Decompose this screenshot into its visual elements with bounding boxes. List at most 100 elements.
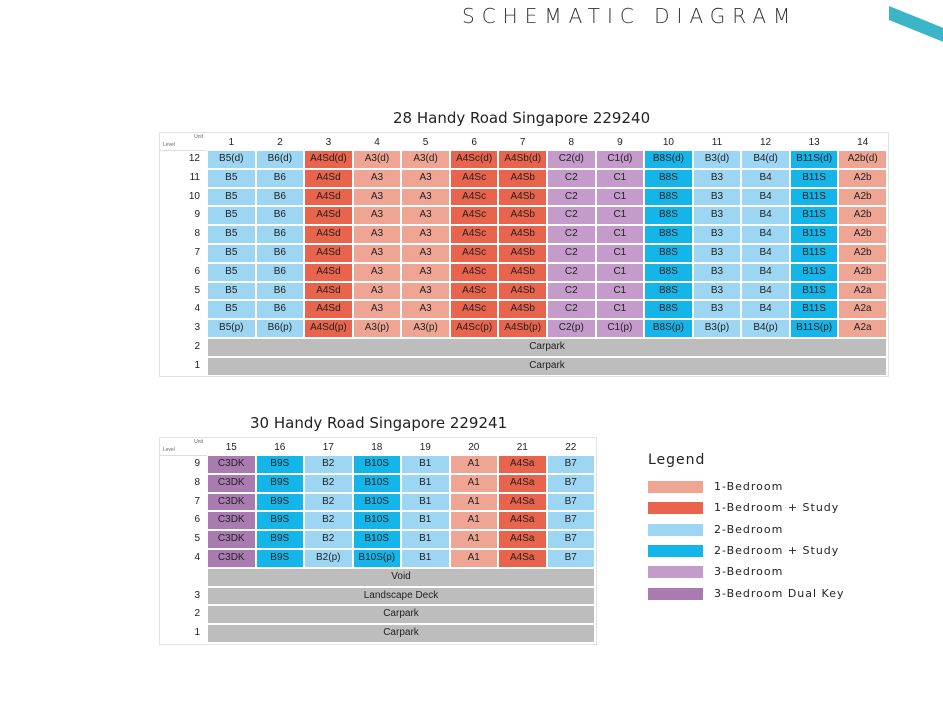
unit-number: 12 bbox=[760, 137, 772, 148]
unit-cell: A4Sc bbox=[450, 245, 498, 262]
unit-cell: B6 bbox=[256, 282, 304, 300]
unit-cell: C1 bbox=[596, 188, 644, 206]
unit-cell: B11S bbox=[790, 207, 838, 225]
unit-cell: B3(d) bbox=[693, 151, 741, 168]
unit-cell: B6 bbox=[256, 301, 304, 319]
unit-cell: A3 bbox=[402, 263, 449, 281]
level-axis-label: Level bbox=[163, 447, 175, 453]
unit-cell: A4Sb(p) bbox=[499, 320, 546, 337]
unit-cell: B2 bbox=[305, 512, 352, 530]
unit-grid-28-handy-road: Unit Level 1 2 3 4 5 6 7 8 9 10 11 12 13 14 12 B5(d) B6(d)… bbox=[159, 132, 889, 377]
unit-cell: A4Sb bbox=[499, 188, 546, 206]
unit-cell: A3(p) bbox=[353, 320, 401, 337]
unit-cell: A4Sc bbox=[450, 301, 498, 319]
level-number: 7 bbox=[194, 247, 200, 258]
unit-cell: B3 bbox=[693, 207, 741, 225]
level-number: 12 bbox=[188, 153, 200, 164]
common-area-row: Carpark bbox=[208, 606, 594, 624]
unit-cell: B2(p) bbox=[305, 550, 352, 567]
legend-label: 1-Bedroom + Study bbox=[714, 501, 840, 515]
unit-cell: A2b bbox=[839, 207, 886, 225]
unit-cell: C1 bbox=[596, 282, 644, 300]
unit-cell: A2b bbox=[839, 263, 886, 281]
unit-cell: A2b(d) bbox=[839, 151, 886, 168]
level-number: 5 bbox=[194, 284, 200, 296]
unit-cell: B5 bbox=[208, 245, 255, 262]
accent-stripe bbox=[889, 6, 943, 49]
unit-number: 7 bbox=[519, 137, 526, 148]
unit-number: 15 bbox=[225, 442, 237, 453]
level-number: 9 bbox=[194, 458, 200, 469]
unit-cell: A4Sa bbox=[499, 456, 546, 473]
unit-cell: A3 bbox=[402, 301, 449, 319]
unit-cell: B8S bbox=[645, 282, 692, 300]
unit-cell: B11S bbox=[790, 263, 838, 281]
unit-cell: A4Sb bbox=[499, 301, 546, 319]
level-axis-label: Level bbox=[163, 142, 175, 148]
legend-label: 1-Bedroom bbox=[714, 480, 784, 493]
unit-cell: C2 bbox=[548, 282, 595, 300]
unit-cell: A4Sc(p) bbox=[450, 320, 498, 337]
level-number: 1 bbox=[194, 359, 200, 371]
unit-cell: B6(d) bbox=[256, 151, 304, 168]
table-title-30-handy-road: 30 Handy Road Singapore 229241 bbox=[250, 414, 508, 432]
unit-cell: A2b bbox=[839, 188, 886, 206]
unit-cell: A1 bbox=[450, 550, 497, 567]
unit-cell: A4Sc bbox=[450, 226, 498, 243]
unit-cell: A3 bbox=[402, 169, 449, 187]
unit-cell: A4Sc(d) bbox=[450, 151, 498, 168]
unit-cell: B6(p) bbox=[256, 320, 304, 337]
unit-cell: B4(d) bbox=[742, 151, 789, 168]
unit-cell: B9S bbox=[256, 512, 303, 530]
unit-cell: B7 bbox=[547, 493, 594, 511]
unit-cell: B8S bbox=[645, 263, 692, 281]
unit-cell: B10S bbox=[353, 474, 400, 492]
unit-cell: B7 bbox=[547, 474, 594, 492]
unit-cell: B3 bbox=[693, 245, 741, 262]
unit-cell: C1 bbox=[596, 301, 644, 319]
unit-cell: A3 bbox=[353, 188, 401, 206]
unit-cell: B8S bbox=[645, 169, 692, 187]
unit-cell: B3 bbox=[693, 301, 741, 319]
unit-cell: B5 bbox=[208, 207, 255, 225]
unit-number: 21 bbox=[516, 442, 528, 453]
unit-cell: B7 bbox=[547, 456, 594, 473]
unit-cell: A4Sc bbox=[450, 188, 498, 206]
unit-number: 11 bbox=[711, 137, 723, 148]
unit-cell: B8S bbox=[645, 188, 692, 206]
unit-number: 4 bbox=[374, 137, 380, 148]
level-number: 4 bbox=[194, 552, 200, 563]
unit-number: 17 bbox=[322, 442, 334, 453]
unit-number: 14 bbox=[857, 137, 869, 148]
unit-cell: B11S bbox=[790, 301, 838, 319]
legend-label: 3-Bedroom Dual Key bbox=[714, 586, 845, 600]
unit-cell: B9S bbox=[256, 531, 303, 548]
unit-number: 13 bbox=[808, 137, 820, 148]
unit-cell: B6 bbox=[256, 226, 304, 243]
unit-cell: B4 bbox=[742, 169, 789, 187]
unit-cell: B1 bbox=[402, 456, 449, 473]
level-number: 8 bbox=[194, 476, 200, 488]
unit-cell: B3 bbox=[693, 282, 741, 300]
unit-number: 5 bbox=[422, 137, 429, 148]
table-title-28-handy-road: 28 Handy Road Singapore 229240 bbox=[393, 109, 651, 127]
unit-cell: A3(p) bbox=[402, 320, 449, 337]
unit-cell: B6 bbox=[256, 245, 304, 262]
unit-cell: A4Sd bbox=[305, 245, 352, 262]
unit-cell: B11S(d) bbox=[790, 151, 838, 168]
common-area-row: Carpark bbox=[208, 625, 594, 642]
unit-cell: C2(d) bbox=[548, 151, 595, 168]
unit-cell: C1 bbox=[596, 207, 644, 225]
level-number: 11 bbox=[189, 171, 200, 183]
unit-number: 10 bbox=[662, 137, 674, 148]
unit-number: 16 bbox=[274, 442, 286, 453]
unit-cell: C2(p) bbox=[548, 320, 595, 337]
level-number: 6 bbox=[194, 265, 200, 277]
unit-cell: B11S bbox=[790, 188, 838, 206]
unit-number: 2 bbox=[277, 137, 283, 148]
unit-cell: C2 bbox=[548, 301, 595, 319]
unit-cell: B2 bbox=[305, 493, 352, 511]
level-number: 3 bbox=[194, 589, 200, 601]
unit-cell: A3 bbox=[353, 226, 401, 243]
unit-cell: A3 bbox=[353, 169, 401, 187]
